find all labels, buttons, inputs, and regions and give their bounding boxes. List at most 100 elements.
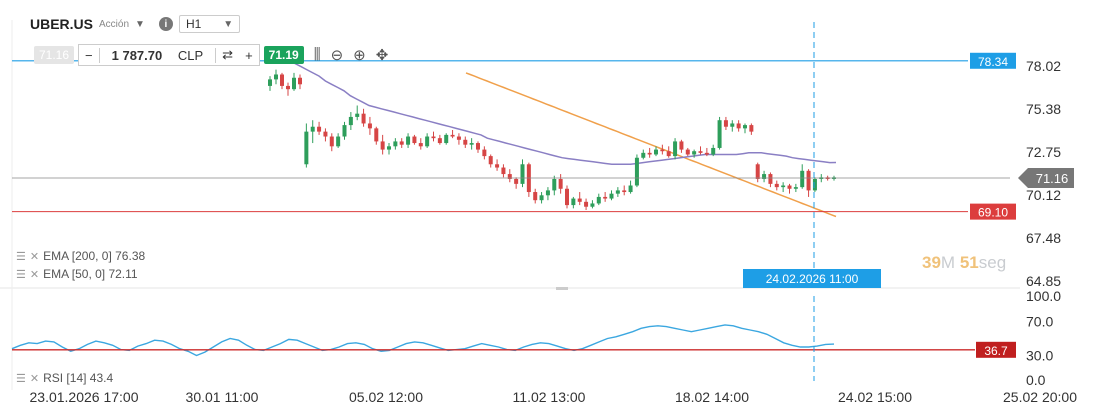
trade-bar: 71.16 − 1 787.70 CLP ⇄ + 71.19 ⫼ ⊖ ⊕ ✥: [34, 44, 388, 66]
close-icon[interactable]: ✕: [29, 268, 40, 281]
candle-body: [329, 136, 334, 147]
countdown-minutes: 39: [922, 253, 941, 272]
candle-body: [412, 136, 417, 144]
candle-body: [692, 151, 697, 155]
candle: [673, 138, 678, 160]
candle: [292, 72, 296, 91]
crosshair-time-tag: [743, 269, 881, 288]
ask-price[interactable]: 71.19: [263, 46, 304, 64]
candle: [355, 105, 360, 121]
amount-field[interactable]: 1 787.70 CLP: [98, 47, 217, 63]
candle: [749, 123, 754, 135]
candle-body: [431, 136, 436, 139]
candle-body: [387, 146, 391, 150]
decrease-amount-button[interactable]: −: [85, 47, 93, 63]
candle-body: [685, 149, 690, 155]
zoom-in-icon[interactable]: ⊕: [353, 47, 366, 64]
close-icon[interactable]: ✕: [29, 372, 40, 385]
candle: [380, 134, 385, 155]
bid-price[interactable]: 71.16: [34, 46, 75, 64]
indicator-icon[interactable]: ☰: [16, 268, 26, 281]
price-tick-label: 64.85: [1026, 273, 1061, 289]
candle-body: [292, 77, 296, 90]
amount-stepper: − 1 787.70 CLP ⇄ +: [78, 44, 260, 66]
candle: [367, 116, 372, 135]
candle-body: [274, 74, 278, 80]
candle-body: [501, 167, 506, 175]
candle: [628, 180, 633, 194]
candle-body: [704, 152, 709, 155]
candle: [425, 133, 430, 148]
move-icon[interactable]: ✥: [375, 47, 389, 64]
candle: [482, 146, 487, 160]
candle-body: [800, 170, 805, 188]
candle-body: [647, 152, 652, 155]
candle-body: [615, 190, 620, 194]
candle: [286, 82, 290, 96]
candle: [654, 146, 658, 157]
candle-body: [565, 188, 569, 206]
legend-ema200: ☰ ✕ EMA [200, 0] 76.38: [16, 249, 145, 263]
candle-body: [590, 203, 595, 207]
rsi-tick-label: 30.0: [1026, 348, 1053, 364]
symbol-name[interactable]: UBER.US: [30, 16, 94, 32]
rsi-level-label: 36.7: [984, 344, 1008, 358]
candle: [431, 131, 436, 142]
candle: [666, 146, 671, 158]
time-tick-label: 18.02 14:00: [675, 389, 749, 405]
candle: [476, 141, 480, 153]
candle-body: [609, 193, 614, 199]
candle-body: [755, 164, 760, 179]
candle-body: [596, 196, 601, 204]
candle-body: [749, 125, 754, 132]
increase-amount-button[interactable]: +: [245, 47, 253, 63]
candle: [774, 180, 779, 191]
price-tick-label: 70.12: [1026, 187, 1061, 203]
candle-body: [717, 120, 722, 148]
info-icon[interactable]: i: [158, 17, 173, 31]
indicator-icon[interactable]: ☰: [16, 372, 26, 385]
rsi-panel: 36.7 100.0 70.0 30.0 0.0: [11, 288, 1061, 388]
candlestick-icon[interactable]: ⫼: [313, 46, 321, 63]
candle-body: [539, 195, 544, 201]
candle-body: [679, 141, 684, 150]
candle-body: [552, 178, 557, 191]
candle-body: [286, 85, 290, 90]
candle: [812, 177, 817, 193]
candle: [723, 116, 728, 130]
price-tick-label: 75.38: [1026, 101, 1061, 117]
candle-body: [520, 164, 525, 184]
asset-type: Acción: [99, 18, 130, 30]
symbol-header: UBER.US Acción ▼ i H1 ▼: [30, 13, 241, 35]
zoom-out-icon[interactable]: ⊖: [330, 47, 344, 64]
time-tick-label: 11.02 13:00: [513, 389, 586, 405]
candle-body: [393, 141, 398, 147]
candle-body: [380, 141, 385, 150]
candle-body: [660, 149, 665, 152]
candle: [793, 183, 798, 193]
candle: [781, 182, 786, 193]
indicator-icon[interactable]: ☰: [16, 250, 26, 263]
close-icon[interactable]: ✕: [29, 250, 40, 263]
caret-down-icon: ▼: [223, 18, 234, 30]
candle: [342, 121, 347, 140]
candle: [577, 192, 582, 206]
level-label-1: 69.10: [978, 206, 1008, 220]
candle: [488, 154, 493, 168]
candle-body: [723, 120, 728, 127]
price-tick-label: 67.48: [1026, 230, 1061, 246]
candle: [768, 172, 773, 188]
caret-down-icon[interactable]: ▼: [135, 18, 145, 30]
swap-icon[interactable]: ⇄: [222, 47, 234, 62]
candle: [526, 162, 531, 197]
candle-body: [730, 123, 735, 127]
candle: [609, 190, 614, 201]
time-tick-label: 25.02 20:00: [1003, 389, 1077, 405]
candle: [704, 147, 709, 157]
candle-body: [323, 131, 328, 137]
candle: [406, 133, 411, 148]
candle-body: [558, 178, 563, 189]
timeframe-select[interactable]: H1 ▼: [178, 15, 241, 33]
candle: [590, 200, 595, 209]
